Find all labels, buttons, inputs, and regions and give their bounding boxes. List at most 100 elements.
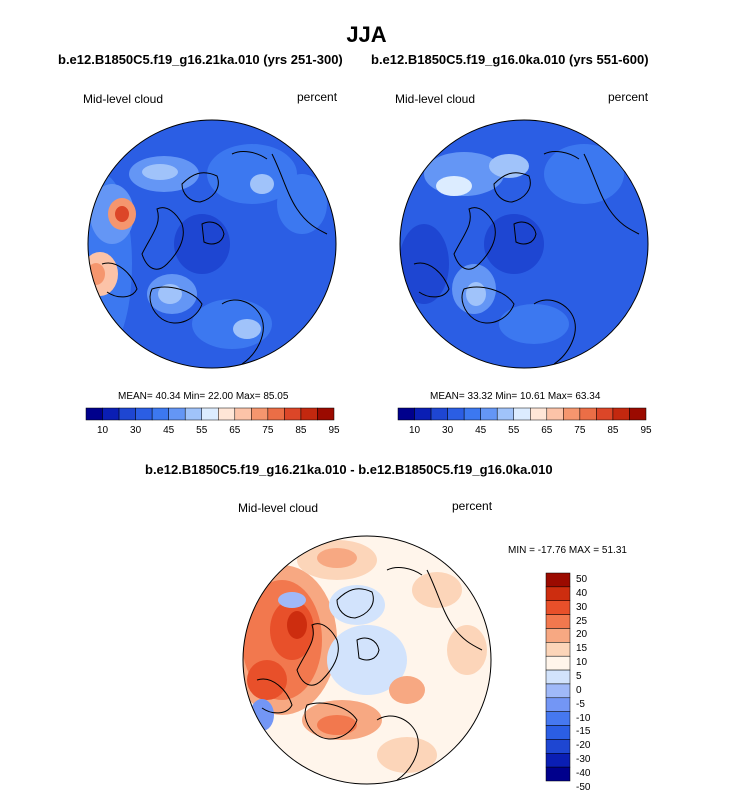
colorbar-tick-label: 85 [607,425,619,436]
panel1-coastlines [101,151,328,365]
colorbar-tick-label: 85 [295,425,307,436]
colorbar-swatch [151,407,169,421]
colorbar-swatch [530,407,548,421]
colorbar-tick-label: -15 [576,726,591,738]
difference-stats: MIN = -17.76 MAX = 51.31 [508,545,627,556]
colorbar-swatch [546,407,564,421]
difference-colorbar-ticks: 50 40 30 25 20 15 10 5 0 -5 -10 -15 -20 -30 -40 -50 [576,573,616,793]
colorbar-swatch [579,407,597,421]
difference-subtitle: b.e12.B1850C5.f19_g16.21ka.010 - b.e12.B… [145,462,553,477]
colorbar-swatch [629,407,647,421]
colorbar-swatch [85,407,103,421]
colorbar-swatch [168,407,186,421]
difference-colorbar [545,572,571,782]
panel2-contours [400,144,624,344]
colorbar-swatch [612,407,630,421]
colorbar-tick-label: 75 [262,425,274,436]
difference-coastlines [256,567,483,781]
colorbar-swatch [545,614,571,629]
colorbar-tick-label: 20 [576,629,588,641]
colorbar-swatch [545,642,571,657]
colorbar-tick-label: 5 [576,671,582,682]
colorbar-swatch [545,697,571,712]
colorbar-tick-label: 75 [574,425,586,436]
panel2-colorbar-ticks: 10 30 45 55 65 75 85 95 [398,425,652,439]
colorbar-tick-label: 65 [229,425,241,436]
colorbar-tick-label: 0 [576,684,582,696]
colorbar-tick-label: 15 [576,643,588,655]
difference-variable-label: Mid-level cloud [238,501,319,515]
colorbar-tick-label: 40 [576,587,588,599]
colorbar-tick-label: 10 [408,425,421,436]
colorbar-swatch [545,753,571,768]
main-title: JJA [346,22,387,47]
colorbar-swatch [545,739,571,754]
colorbar-swatch [447,407,465,421]
colorbar-swatch [201,407,219,421]
panel1-units-label: percent [297,90,338,104]
colorbar-swatch [284,407,302,421]
colorbar-swatch [545,766,571,782]
colorbar-tick-label: -10 [576,712,591,724]
colorbar-tick-label: 45 [475,425,487,436]
colorbar-swatch [513,407,531,421]
panel2-polar-map [399,119,649,369]
panel2-stats: MEAN= 33.32 Min= 10.61 Max= 63.34 [430,391,601,402]
difference-units-label: percent [452,499,493,513]
panel1-colorbar-ticks: 10 30 45 55 65 75 85 95 [86,425,340,439]
colorbar-tick-label: 95 [640,425,652,436]
panel2-colorbar [397,407,647,421]
colorbar-tick-label: 50 [576,573,588,585]
panel1-contours [88,144,327,354]
colorbar-tick-label: 55 [508,425,520,436]
colorbar-swatch [267,407,285,421]
panel2-subtitle: b.e12.B1850C5.f19_g16.0ka.010 (yrs 551-6… [371,52,649,67]
colorbar-tick-label: 55 [196,425,208,436]
colorbar-swatch [118,407,136,421]
colorbar-swatch [545,711,571,726]
colorbar-tick-label: 25 [576,615,588,627]
colorbar-tick-label: -5 [576,698,585,710]
colorbar-swatch [251,407,269,421]
colorbar-swatch [545,669,571,685]
colorbar-swatch [135,407,153,421]
colorbar-swatch [102,407,120,421]
colorbar-swatch [596,407,614,421]
panel2-variable-label: Mid-level cloud [395,92,476,106]
colorbar-swatch [563,407,581,421]
colorbar-swatch [317,407,335,421]
colorbar-swatch [480,407,498,421]
colorbar-tick-label: 10 [576,657,588,669]
colorbar-swatch [545,600,571,615]
colorbar-tick-label: 45 [163,425,175,436]
difference-contours [243,540,487,773]
colorbar-tick-label: 65 [541,425,553,436]
colorbar-swatch [414,407,432,421]
panel2-units-label: percent [608,90,649,104]
colorbar-tick-label: -50 [576,781,591,793]
colorbar-tick-label: -40 [576,768,591,780]
colorbar-swatch [430,407,448,421]
colorbar-tick-label: 30 [442,425,454,436]
panel1-variable-label: Mid-level cloud [83,92,164,106]
colorbar-swatch [218,407,236,421]
panel1-colorbar [85,407,335,421]
colorbar-tick-label: -20 [576,740,591,752]
panel1-subtitle: b.e12.B1850C5.f19_g16.21ka.010 (yrs 251-… [58,52,343,67]
colorbar-swatch [496,407,514,421]
colorbar-swatch [234,407,252,421]
colorbar-swatch [300,407,318,421]
panel2-coastlines [413,151,640,365]
colorbar-tick-label: 30 [130,425,142,436]
colorbar-swatch [545,586,571,601]
colorbar-tick-label: -30 [576,754,591,766]
colorbar-swatch [184,407,202,421]
colorbar-swatch [545,655,571,671]
colorbar-swatch [545,683,571,699]
colorbar-swatch [397,407,415,421]
panel1-stats: MEAN= 40.34 Min= 22.00 Max= 85.05 [118,391,289,402]
colorbar-tick-label: 10 [96,425,109,436]
colorbar-swatch [545,572,571,588]
difference-polar-map [242,535,492,785]
colorbar-swatch [545,725,571,740]
